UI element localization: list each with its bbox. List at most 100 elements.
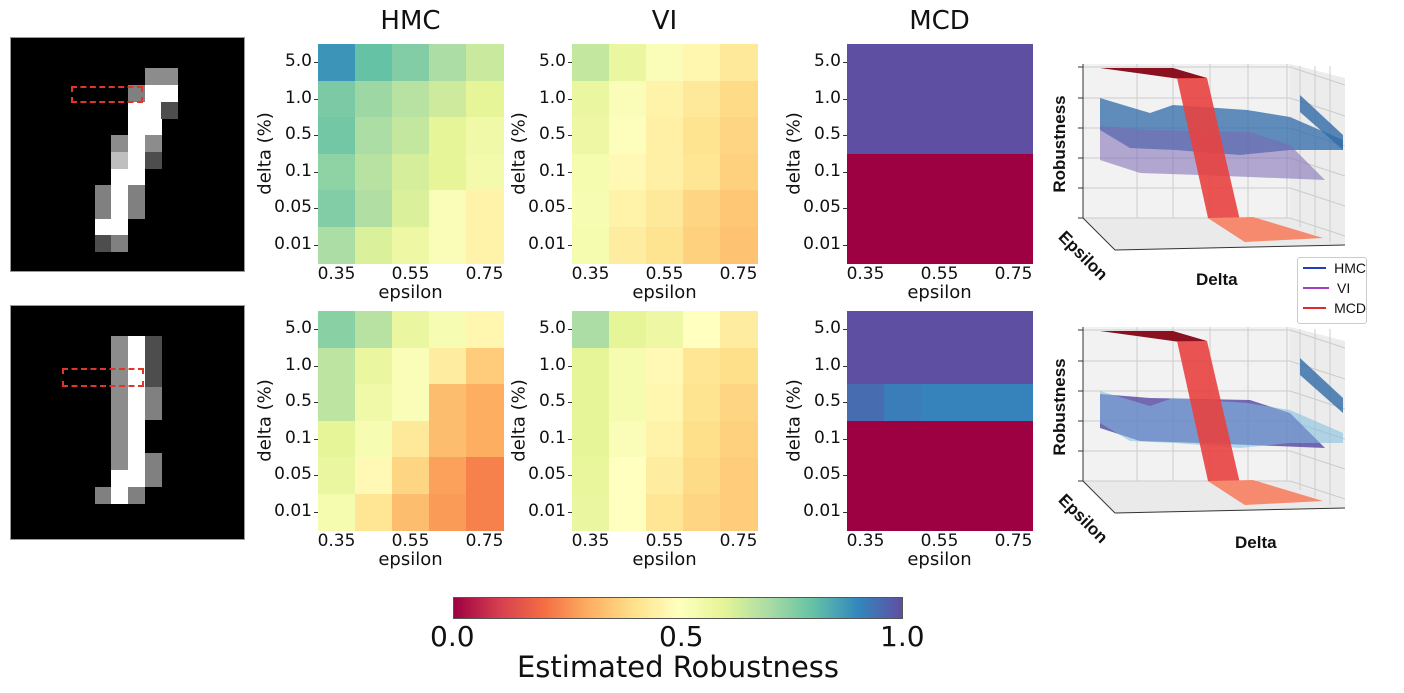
digit-pixel: [111, 135, 129, 153]
heatmap-cell: [392, 44, 430, 82]
heatmap-cell: [355, 384, 393, 422]
heatmap-cell: [884, 457, 922, 495]
y-tick-mark: [843, 511, 847, 513]
heatmap-cell: [683, 347, 721, 385]
y-tick-mark: [568, 511, 572, 513]
heatmap-cell: [609, 457, 647, 495]
hmc-ribbon: [1300, 358, 1343, 413]
digit-pixel: [127, 118, 145, 136]
perturbation-region-box: [62, 368, 144, 387]
heatmap-cell: [995, 384, 1033, 422]
y-axis-label: delta (%): [508, 111, 530, 195]
heatmap-cell: [609, 311, 647, 349]
heatmap-cell: [355, 44, 393, 82]
y-tick-mark: [843, 329, 847, 331]
x-axis-label: Epsilon: [1054, 490, 1112, 548]
heatmap-cell: [429, 226, 467, 264]
digit-pixel: [127, 436, 145, 454]
heatmap-cell: [392, 226, 430, 264]
digit-pixel: [144, 336, 162, 354]
y-tick-mark: [314, 171, 318, 173]
heatmap-cell: [995, 420, 1033, 458]
heatmap-cell: [847, 190, 885, 228]
y-tick-mark: [843, 135, 847, 137]
heatmap-cell: [995, 44, 1033, 82]
heatmap-cell: [683, 80, 721, 118]
digit-pixel: [111, 235, 129, 253]
heatmap-cell: [884, 420, 922, 458]
digit-pixel: [144, 403, 162, 421]
y-axis-label: delta (%): [783, 378, 805, 462]
heatmap-top-HMC: [318, 44, 504, 264]
heatmap-cell: [355, 457, 393, 495]
x-axis-label: epsilon: [378, 282, 443, 303]
digit-pixel: [127, 386, 145, 404]
heatmap-cell: [429, 44, 467, 82]
digit-pixel: [111, 486, 129, 504]
x-tick-label: 0.35: [571, 264, 610, 284]
y-axis-label: delta (%): [508, 378, 530, 462]
y-tick-label: 1.0: [538, 354, 566, 375]
hmc-surface: [1100, 394, 1325, 448]
y-tick-label: 1.0: [813, 87, 841, 108]
heatmap-cell: [884, 190, 922, 228]
y-tick-mark: [314, 511, 318, 513]
panel-title: HMC: [380, 6, 441, 36]
heatmap-bottom-VI: [572, 311, 758, 531]
y-tick-mark: [843, 475, 847, 477]
digit-pixel: [144, 85, 162, 103]
mcd-slope-plane: [1177, 341, 1245, 505]
heatmap-cell: [466, 226, 504, 264]
heatmap-cell: [921, 117, 959, 155]
legend-item-mcd: MCD: [1298, 298, 1366, 318]
y-tick-label: 5.0: [284, 51, 312, 72]
grid-line: [1289, 360, 1346, 380]
legend-label: HMC: [1334, 260, 1366, 276]
heatmap-cell: [609, 80, 647, 118]
heatmap-cell: [466, 311, 504, 349]
heatmap-cell: [683, 117, 721, 155]
heatmap-cell: [609, 347, 647, 385]
heatmap-cell: [683, 226, 721, 264]
y-tick-mark: [314, 135, 318, 137]
heatmap-cell: [646, 80, 684, 118]
digit-pixel: [127, 470, 145, 487]
legend-item-hmc: HMC: [1298, 258, 1366, 278]
heatmap-cell: [720, 44, 758, 82]
mcd-floor-plane: [1208, 217, 1323, 242]
z-axis-label: Robustness: [1050, 95, 1069, 193]
heatmap-cell: [921, 226, 959, 264]
heatmap-cell: [683, 190, 721, 228]
y-tick-mark: [843, 62, 847, 64]
y-tick-mark: [568, 135, 572, 137]
x-axis-label: epsilon: [907, 282, 972, 303]
heatmap-cell: [355, 153, 393, 191]
legend-item-vi: VI: [1298, 278, 1366, 298]
heatmap-cell: [318, 153, 356, 191]
heatmap-cell: [884, 493, 922, 531]
heatmap-cell: [355, 226, 393, 264]
heatmap-cell: [609, 420, 647, 458]
heatmap-cell: [646, 347, 684, 385]
heatmap-cell: [921, 311, 959, 349]
heatmap-cell: [646, 384, 684, 422]
heatmap-cell: [847, 420, 885, 458]
x-axis-label: epsilon: [907, 549, 972, 570]
heatmap-cell: [847, 384, 885, 422]
heatmap-cell: [720, 311, 758, 349]
heatmap-cell: [995, 80, 1033, 118]
side-pane: [1290, 327, 1345, 508]
heatmap-cell: [318, 347, 356, 385]
heatmap-cell: [609, 493, 647, 531]
heatmap-cell: [318, 190, 356, 228]
mcd-top-plane: [1100, 331, 1207, 342]
heatmap-cell: [720, 80, 758, 118]
digit-pixel: [111, 202, 129, 219]
heatmap-cell: [429, 80, 467, 118]
heatmap-cell: [995, 153, 1033, 191]
digit-pixel: [127, 486, 145, 504]
y-tick-label: 0.5: [813, 391, 841, 412]
heatmap-cell: [921, 384, 959, 422]
grid-line: [1289, 480, 1346, 500]
y-tick-mark: [568, 365, 572, 367]
